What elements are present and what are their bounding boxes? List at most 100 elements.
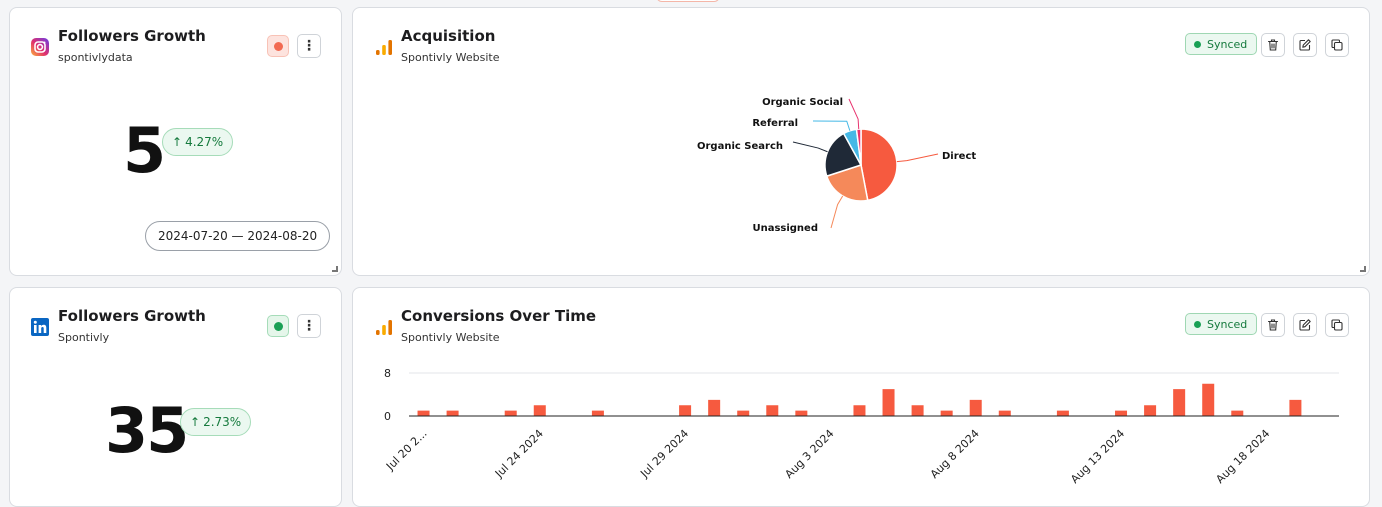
trend-badge: ↑ 2.73% <box>180 408 252 436</box>
more-options-button[interactable]: ⋮ <box>297 34 321 58</box>
conversions-over-time-card: Conversions Over Time Spontivly Website … <box>352 287 1370 507</box>
edit-button[interactable] <box>1293 313 1317 337</box>
edit-icon <box>1299 319 1311 331</box>
delete-button[interactable] <box>1261 33 1285 57</box>
instagram-icon <box>30 37 50 57</box>
pie-label-organic-social: Organic Social <box>762 97 843 108</box>
pie-slice-organic-social[interactable] <box>855 128 862 166</box>
pie-label-unassigned: Unassigned <box>752 223 818 234</box>
synced-label: Synced <box>1207 37 1248 51</box>
trend-value: 2.73% <box>203 415 242 429</box>
bar-jul-24-2024[interactable] <box>533 405 546 416</box>
bar-jul-20-2024[interactable] <box>417 410 430 416</box>
status-indicator-button[interactable] <box>267 315 289 337</box>
bar-jul-29-2024[interactable] <box>679 405 692 416</box>
pie-label-direct: Direct <box>942 151 976 162</box>
x-tick-label: Aug 18 2024 <box>1213 427 1272 486</box>
google-analytics-icon <box>374 317 394 337</box>
bar-aug-4-2024[interactable] <box>853 405 866 416</box>
card-title: Acquisition <box>401 27 496 45</box>
card-title: Followers Growth <box>58 27 206 45</box>
resize-handle-icon[interactable] <box>1360 266 1366 272</box>
card-title: Followers Growth <box>58 307 206 325</box>
pie-label-referral: Referral <box>752 118 798 129</box>
copy-icon <box>1331 319 1343 331</box>
bar-aug-15-2024[interactable] <box>1173 389 1186 416</box>
trend-badge: ↑ 4.27% <box>162 128 234 156</box>
duplicate-button[interactable] <box>1325 33 1349 57</box>
kebab-menu-icon: ⋮ <box>302 318 316 334</box>
acquisition-card: Acquisition Spontivly Website Synced Dir… <box>352 7 1370 276</box>
status-dot <box>273 321 283 331</box>
x-tick-label: Aug 13 2024 <box>1068 427 1127 486</box>
metric-value: 35 <box>105 394 189 467</box>
followers-growth-card-instagram: Followers Growth spontivlydata ⋮ 5 ↑ 4.2… <box>9 7 342 276</box>
bar-jul-26-2024[interactable] <box>591 410 604 416</box>
copy-icon <box>1331 39 1343 51</box>
synced-label: Synced <box>1207 317 1248 331</box>
bar-jul-30-2024[interactable] <box>708 399 721 416</box>
kebab-menu-icon: ⋮ <box>302 38 316 54</box>
linkedin-icon <box>30 317 50 337</box>
x-tick-label: Jul 24 2024 <box>492 427 546 481</box>
x-tick-label: Aug 8 2024 <box>928 427 982 481</box>
x-tick-label: Jul 20 2... <box>383 427 430 474</box>
bar-aug-7-2024[interactable] <box>940 410 953 416</box>
pie-label-line-organic-social <box>848 98 860 130</box>
pie-label-line-organic-search <box>792 141 828 153</box>
bar-aug-8-2024[interactable] <box>969 399 982 416</box>
synced-dot <box>1194 320 1201 328</box>
trash-icon <box>1267 39 1279 51</box>
pie-slice-direct[interactable] <box>860 128 898 202</box>
top-edge-tab <box>656 0 720 2</box>
y-tick-label: 8 <box>384 367 391 380</box>
metric-value: 5 <box>123 114 166 187</box>
card-subtitle: Spontivly <box>58 331 110 344</box>
bar-aug-19-2024[interactable] <box>1289 399 1302 416</box>
more-options-button[interactable]: ⋮ <box>297 314 321 338</box>
google-analytics-icon <box>374 37 394 57</box>
y-tick-label: 0 <box>384 410 391 423</box>
resize-handle-icon[interactable] <box>332 266 338 272</box>
synced-badge: Synced <box>1185 33 1258 55</box>
bar-aug-13-2024[interactable] <box>1115 410 1128 416</box>
duplicate-button[interactable] <box>1325 313 1349 337</box>
synced-dot <box>1194 40 1201 48</box>
card-subtitle: Spontivly Website <box>401 331 500 344</box>
bar-jul-31-2024[interactable] <box>737 410 750 416</box>
edit-icon <box>1299 39 1311 51</box>
status-dot <box>273 41 283 51</box>
bar-aug-2-2024[interactable] <box>795 410 808 416</box>
trash-icon <box>1267 319 1279 331</box>
status-indicator-button[interactable] <box>267 35 289 57</box>
card-subtitle: spontivlydata <box>58 51 133 64</box>
pie-label-line-direct <box>896 153 939 163</box>
pie-label-line-unassigned <box>830 195 844 229</box>
pie-slice-organic-search[interactable] <box>824 132 863 178</box>
x-tick-label: Aug 3 2024 <box>782 427 836 481</box>
conversions-bar-chart: 8 0 Jul 20 2... Jul 24 2024 Jul 29 2024 Aug 3… <box>383 367 1339 486</box>
delete-button[interactable] <box>1261 313 1285 337</box>
card-subtitle: Spontivly Website <box>401 51 500 64</box>
pie-label-line-referral <box>812 120 851 131</box>
date-range-picker[interactable]: 2024-07-20 — 2024-08-20 <box>145 221 331 251</box>
bar-aug-14-2024[interactable] <box>1144 405 1157 416</box>
bar-aug-9-2024[interactable] <box>998 410 1011 416</box>
edit-button[interactable] <box>1293 33 1317 57</box>
x-tick-label: Jul 29 2024 <box>637 427 691 481</box>
bar-aug-1-2024[interactable] <box>766 405 779 416</box>
bar-aug-5-2024[interactable] <box>882 389 895 416</box>
synced-badge: Synced <box>1185 313 1258 335</box>
bar-jul-21-2024[interactable] <box>446 410 459 416</box>
bar-aug-16-2024[interactable] <box>1202 383 1215 416</box>
trend-value: 4.27% <box>185 135 224 149</box>
bar-aug-17-2024[interactable] <box>1231 410 1244 416</box>
bar-aug-11-2024[interactable] <box>1056 410 1069 416</box>
acquisition-pie-chart: Direct Unassigned Organic Search Referral Or… <box>697 97 976 234</box>
followers-growth-card-linkedin: Followers Growth Spontivly ⋮ 35 ↑ 2.73% <box>9 287 342 507</box>
card-title: Conversions Over Time <box>401 307 597 325</box>
bar-jul-23-2024[interactable] <box>504 410 517 416</box>
pie-slice-unassigned[interactable] <box>825 164 869 202</box>
bar-aug-6-2024[interactable] <box>911 405 924 416</box>
pie-label-organic-search: Organic Search <box>697 141 783 152</box>
